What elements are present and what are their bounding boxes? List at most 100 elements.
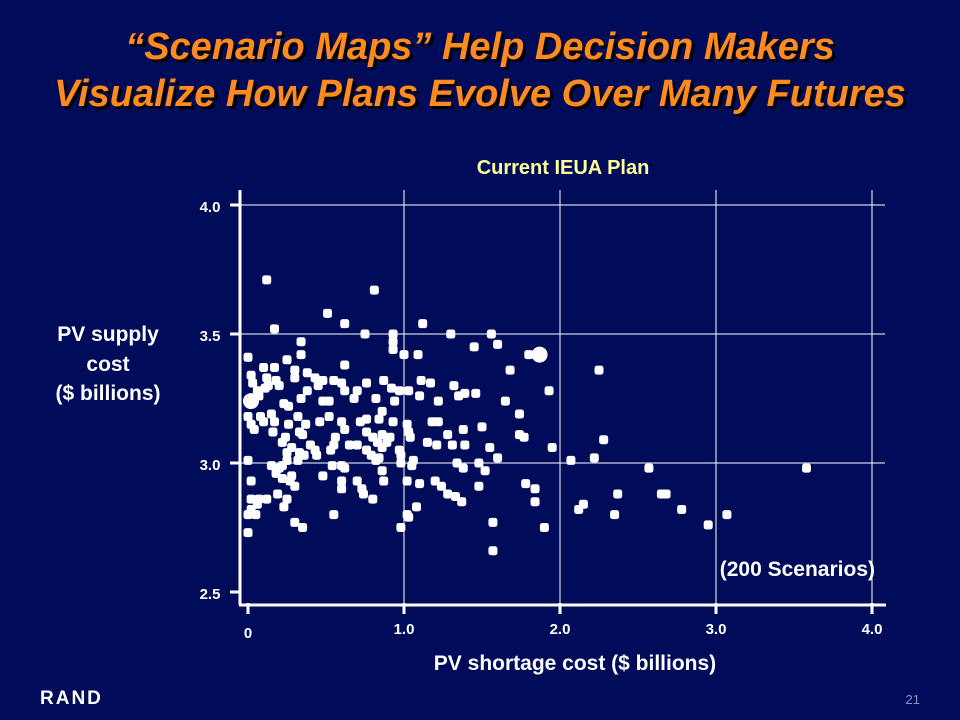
data-point [279,502,289,512]
data-point [396,458,406,468]
data-point [388,417,398,427]
data-point [340,319,350,329]
data-point [379,476,389,486]
data-point [677,504,687,514]
data-point [296,350,306,360]
data-point [324,412,334,422]
data-point [488,517,498,527]
data-point [407,461,417,471]
data-point [296,337,306,347]
data-point [310,373,320,383]
data-point [801,463,811,473]
data-point [326,445,336,455]
data-point [379,375,389,385]
data-point [589,453,599,463]
data-point [500,396,510,406]
data-point [457,497,467,507]
y-tick-label: 3.5 [200,328,221,345]
data-point [422,437,432,447]
data-point [262,373,272,383]
slide-title-line-2: Visualize How Plans Evolve Over Many Fut… [54,73,906,115]
data-point [282,448,292,458]
data-point [251,510,261,520]
data-point [574,504,584,514]
data-point [349,394,359,403]
rand-logo: RAND [40,688,103,709]
data-point [388,329,398,339]
data-point [313,381,323,391]
data-point [315,417,325,427]
data-point [544,386,554,396]
data-point [262,494,272,504]
data-point [329,510,339,520]
data-point [488,546,498,556]
data-point [396,523,406,532]
x-tick-label: 1.0 [394,621,415,638]
data-point [362,378,372,388]
data-point [284,419,294,429]
data-point [661,489,671,499]
data-point [344,440,354,450]
highlighted-data-point [531,346,548,363]
data-point [358,489,368,499]
data-point [521,479,531,489]
data-point [293,412,303,422]
data-point [505,365,515,375]
data-point [644,463,654,473]
data-point [249,424,259,434]
data-point [402,476,412,486]
data-point [404,386,414,396]
data-point [246,370,256,380]
data-point [524,350,534,360]
data-point [318,471,328,481]
data-point [277,473,287,483]
data-point [302,386,312,396]
data-point [340,463,350,473]
data-point [443,489,453,499]
data-point [273,489,283,499]
y-tick-label: 3.0 [200,457,221,474]
data-point [458,463,468,473]
y-axis-label-line: PV supply [57,323,159,346]
data-point [394,386,404,396]
data-point [243,412,253,422]
data-point [277,437,287,447]
y-tick-label: 4.0 [200,199,221,216]
data-point [301,419,311,429]
data-point [474,458,484,468]
x-axis-label: PV shortage cost ($ billions) [434,652,716,675]
data-point [377,406,387,416]
data-point [436,481,446,491]
data-point [262,275,272,285]
data-point [610,510,620,520]
x-tick-label: 0 [244,625,252,642]
data-point [243,510,253,520]
data-point [371,394,381,403]
data-point [486,329,496,339]
x-tick-label: 4.0 [862,621,883,638]
data-point [599,435,609,445]
data-point [340,424,350,434]
data-point [298,430,308,440]
data-point [371,455,381,465]
data-point [259,417,269,427]
chart-annotation: (200 Scenarios) [720,558,875,581]
data-point [298,523,308,532]
data-point [290,517,300,527]
data-point [377,430,387,440]
data-point [323,308,333,318]
chart-title: Current IEUA Plan [477,157,650,179]
data-point [337,484,347,494]
data-point [330,432,340,442]
data-point [282,494,292,504]
data-point [374,414,384,424]
data-point [493,453,503,463]
data-point [402,419,412,429]
data-point [377,466,387,476]
data-point [352,440,362,450]
y-axis-label-line: cost [86,353,129,376]
data-point [449,381,459,391]
data-point [329,375,339,385]
data-point [432,440,442,450]
data-point [290,373,300,383]
